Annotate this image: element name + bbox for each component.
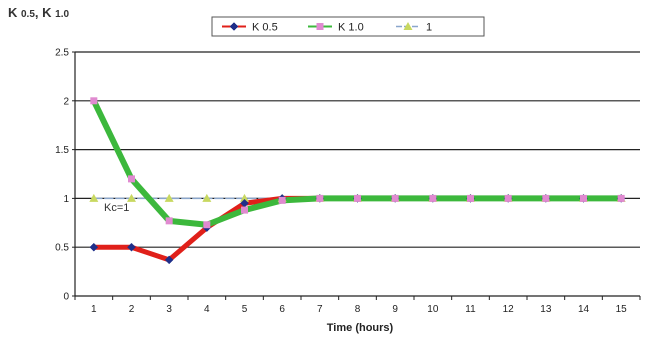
title-separator: ,: [34, 5, 43, 20]
x-tick-label: 14: [578, 304, 590, 315]
data-point-series-3: [240, 193, 249, 202]
data-point-series-2: [467, 194, 474, 202]
y-tick-label: 0: [63, 292, 69, 303]
x-tick-label: 1: [91, 304, 97, 315]
chart-title: K 0.5, K 1.0: [8, 5, 69, 20]
series-line-2: [90, 97, 625, 228]
x-tick-label: 6: [279, 304, 285, 315]
data-point-series-2: [580, 194, 587, 202]
title-part-sub: 1.0: [55, 9, 70, 20]
data-point-series-2: [278, 196, 286, 204]
x-tick-labels: 1 2 3 4 5 6 7 8 9 10 11 12 13 14 15: [91, 304, 627, 315]
x-tick-label: 3: [166, 304, 172, 315]
x-tick-label: 10: [427, 304, 439, 315]
series-markers: [89, 97, 626, 265]
x-tick-label: 11: [465, 304, 476, 315]
y-tick-label: 2: [63, 96, 69, 107]
title-part-main: K: [8, 5, 21, 20]
data-point-series-2: [617, 194, 625, 202]
data-point-series-3: [202, 193, 212, 202]
data-point-series-3: [164, 193, 174, 202]
series-line-1: [91, 195, 624, 263]
data-point-series-3: [89, 193, 99, 202]
legend-label-1: K 0.5: [252, 22, 278, 34]
data-point-series-2: [90, 97, 98, 105]
x-tick-label: 7: [317, 304, 323, 315]
x-tick-label: 5: [242, 304, 248, 315]
data-point-series-1: [127, 242, 136, 252]
data-point-series-2: [542, 194, 550, 202]
data-point-series-2: [203, 221, 211, 229]
x-tick-label: 8: [355, 304, 361, 315]
y-tick-label: 1: [63, 194, 69, 205]
series-lines: [90, 97, 625, 263]
data-point-series-1: [164, 255, 174, 265]
title-part-sub: 0.5: [21, 9, 35, 20]
data-point-series-2: [391, 194, 399, 202]
axes: [74, 52, 641, 300]
data-point-series-2: [354, 194, 361, 202]
title-part-main: K: [42, 5, 56, 20]
data-point-series-3: [127, 193, 136, 202]
x-tick-label: 13: [540, 304, 552, 315]
legend-label-3: 1: [426, 22, 432, 34]
y-tick-label: 1.5: [55, 145, 69, 156]
data-point-series-1: [89, 242, 99, 252]
legend-marker-2: [316, 23, 324, 30]
data-point-series-2: [429, 194, 437, 202]
legend-label-2: K 1.0: [338, 22, 364, 34]
annotation-kc: Kc=1: [104, 202, 129, 214]
x-axis-label: Time (hours): [327, 322, 394, 334]
x-tick-label: 9: [392, 304, 398, 315]
data-point-series-2: [241, 206, 248, 214]
data-point-series-2: [316, 194, 324, 202]
data-point-series-2: [504, 194, 512, 202]
legend-marker-3: [403, 22, 413, 30]
y-tick-label: 0.5: [55, 243, 69, 254]
y-tick-label: 2.5: [55, 48, 69, 59]
x-tick-label: 12: [503, 304, 515, 315]
x-tick-label: 4: [204, 304, 210, 315]
y-tick-labels: 0 0.5 1 1.5 2 2.5: [55, 48, 69, 303]
legend: K 0.5 K 1.0 1: [222, 22, 432, 34]
legend-box: [211, 16, 485, 37]
legend-marker-1: [229, 22, 239, 31]
x-tick-label: 2: [129, 304, 135, 315]
data-point-series-2: [128, 175, 135, 183]
gridlines: [72, 51, 640, 297]
x-tick-label: 15: [616, 304, 628, 315]
data-point-series-2: [165, 217, 173, 225]
